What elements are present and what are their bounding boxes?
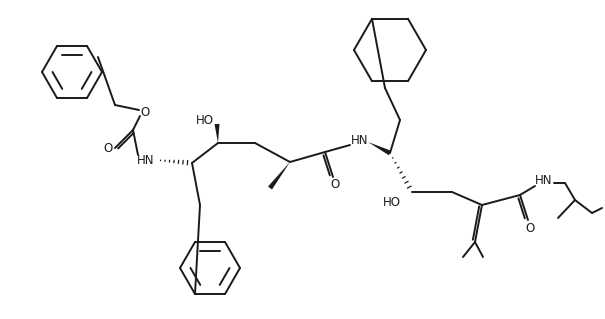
- Text: HO: HO: [196, 114, 214, 127]
- Text: HO: HO: [383, 196, 401, 209]
- Text: HN: HN: [352, 133, 369, 146]
- Text: HN: HN: [535, 174, 553, 188]
- Text: HN: HN: [137, 153, 155, 167]
- Polygon shape: [268, 162, 290, 189]
- Text: O: O: [330, 179, 339, 191]
- Text: O: O: [525, 221, 535, 234]
- Polygon shape: [215, 124, 220, 143]
- Polygon shape: [368, 142, 391, 155]
- Text: O: O: [140, 106, 149, 118]
- Text: O: O: [103, 142, 113, 154]
